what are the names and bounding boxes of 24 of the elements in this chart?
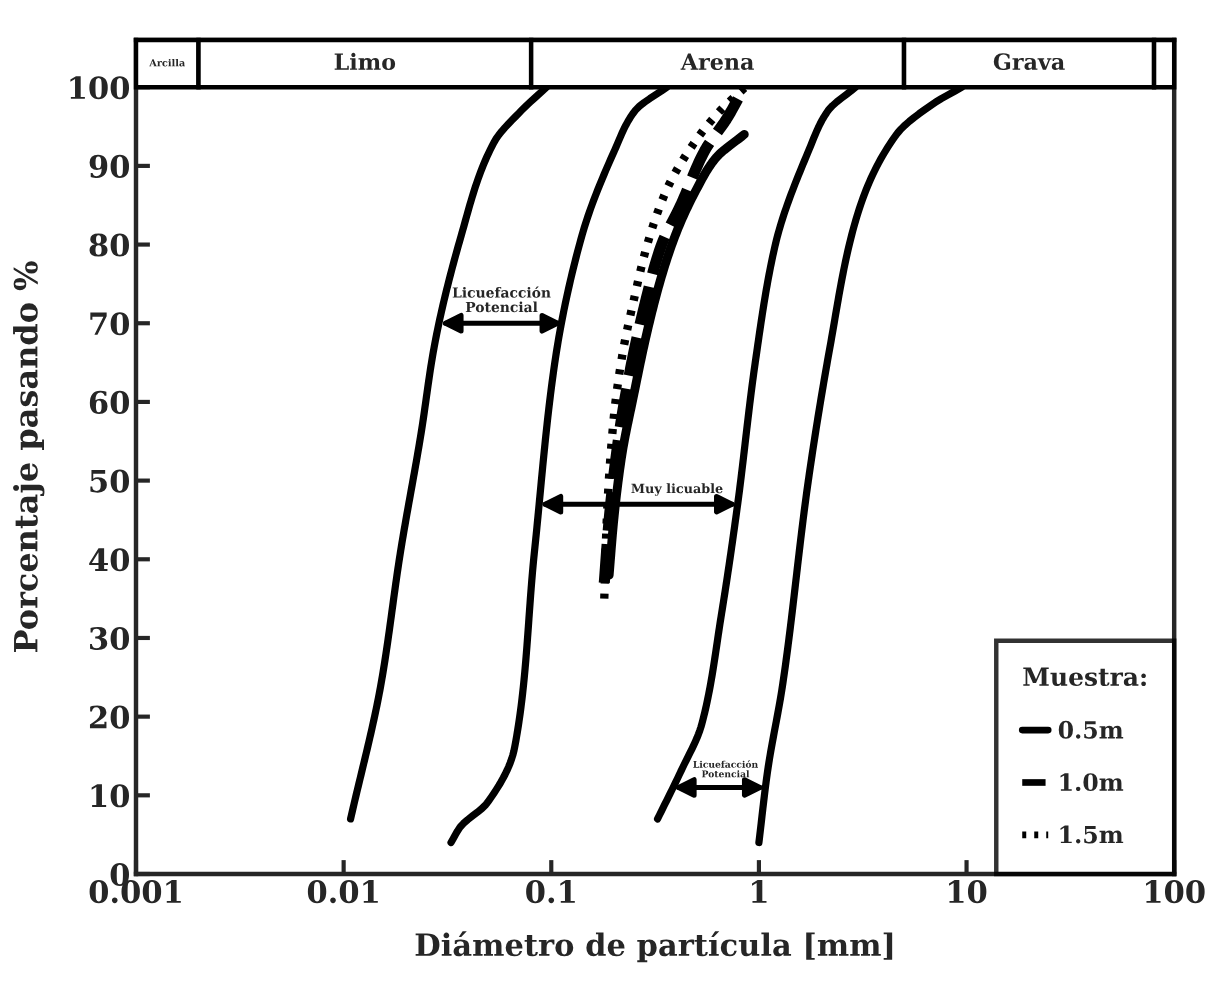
y-tick-label: 30 [90, 626, 130, 651]
y-tick-label: 100 [70, 76, 130, 100]
legend-label: 1.5m [1060, 825, 1124, 844]
x-axis-title: Diámetro de partícula [mm] [415, 931, 893, 963]
band-label: Arena [680, 53, 754, 71]
band-label: Grava [993, 53, 1065, 71]
y-tick-label: 20 [89, 705, 130, 729]
y-tick-label: 60 [89, 390, 130, 414]
x-tick-label: 100 [1146, 880, 1205, 904]
y-tick-label: 80 [89, 233, 130, 257]
y-tick-label: 70 [90, 312, 130, 336]
y-tick-label: 10 [91, 784, 130, 808]
band-label: Limo [334, 52, 396, 71]
y-tick-label: 50 [90, 469, 130, 493]
x-tick-label: 10 [949, 880, 987, 904]
legend-label: 1.0m [1060, 773, 1124, 792]
x-tick-label: 0.1 [526, 880, 575, 904]
y-tick-label: 90 [89, 154, 130, 178]
y-tick-label: 40 [89, 548, 130, 572]
legend-label: 0.5m [1058, 720, 1124, 739]
legend-title: Muestra: [1023, 667, 1146, 687]
y-axis-title: Porcentaje pasando % [13, 261, 45, 652]
x-tick-label: 1 [752, 880, 767, 903]
x-tick-label: 0.01 [307, 880, 378, 904]
